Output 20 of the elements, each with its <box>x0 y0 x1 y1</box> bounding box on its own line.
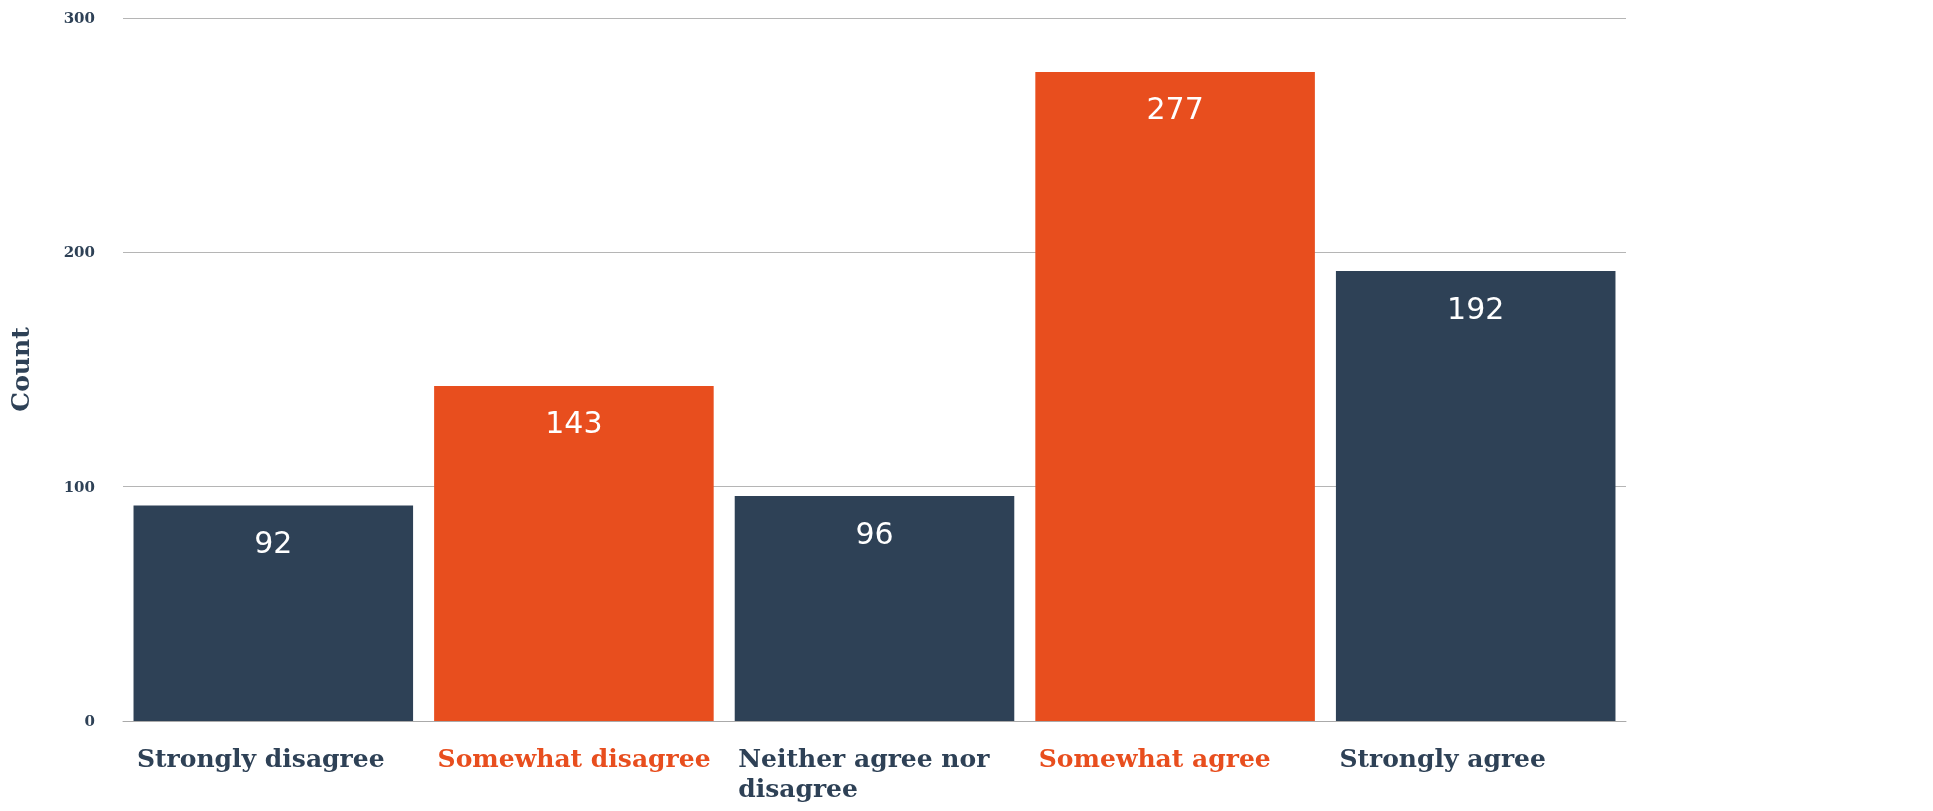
y-tick-label: 100 <box>63 477 95 496</box>
y-tick-label: 200 <box>63 243 95 262</box>
data-label: 92 <box>254 524 293 560</box>
data-label: 143 <box>545 405 603 441</box>
bar <box>133 505 414 721</box>
bar <box>434 385 714 721</box>
x-tick-label: Neither agree nor disagree <box>738 743 999 803</box>
x-tick-label: Strongly disagree <box>137 743 385 773</box>
x-tick-label: Strongly agree <box>1339 743 1546 773</box>
data-label: 192 <box>1447 290 1505 326</box>
y-axis-title: Count <box>6 326 35 412</box>
y-tick-label: 300 <box>63 9 95 27</box>
data-label: 277 <box>1146 91 1204 127</box>
bar <box>1335 271 1616 721</box>
y-tick-label: 0 <box>84 712 95 730</box>
bar <box>1035 71 1315 721</box>
data-label: 96 <box>855 515 894 551</box>
x-tick-label: Somewhat agree <box>1038 743 1271 773</box>
bar <box>734 496 1015 721</box>
x-tick-label: Somewhat disagree <box>437 743 711 773</box>
